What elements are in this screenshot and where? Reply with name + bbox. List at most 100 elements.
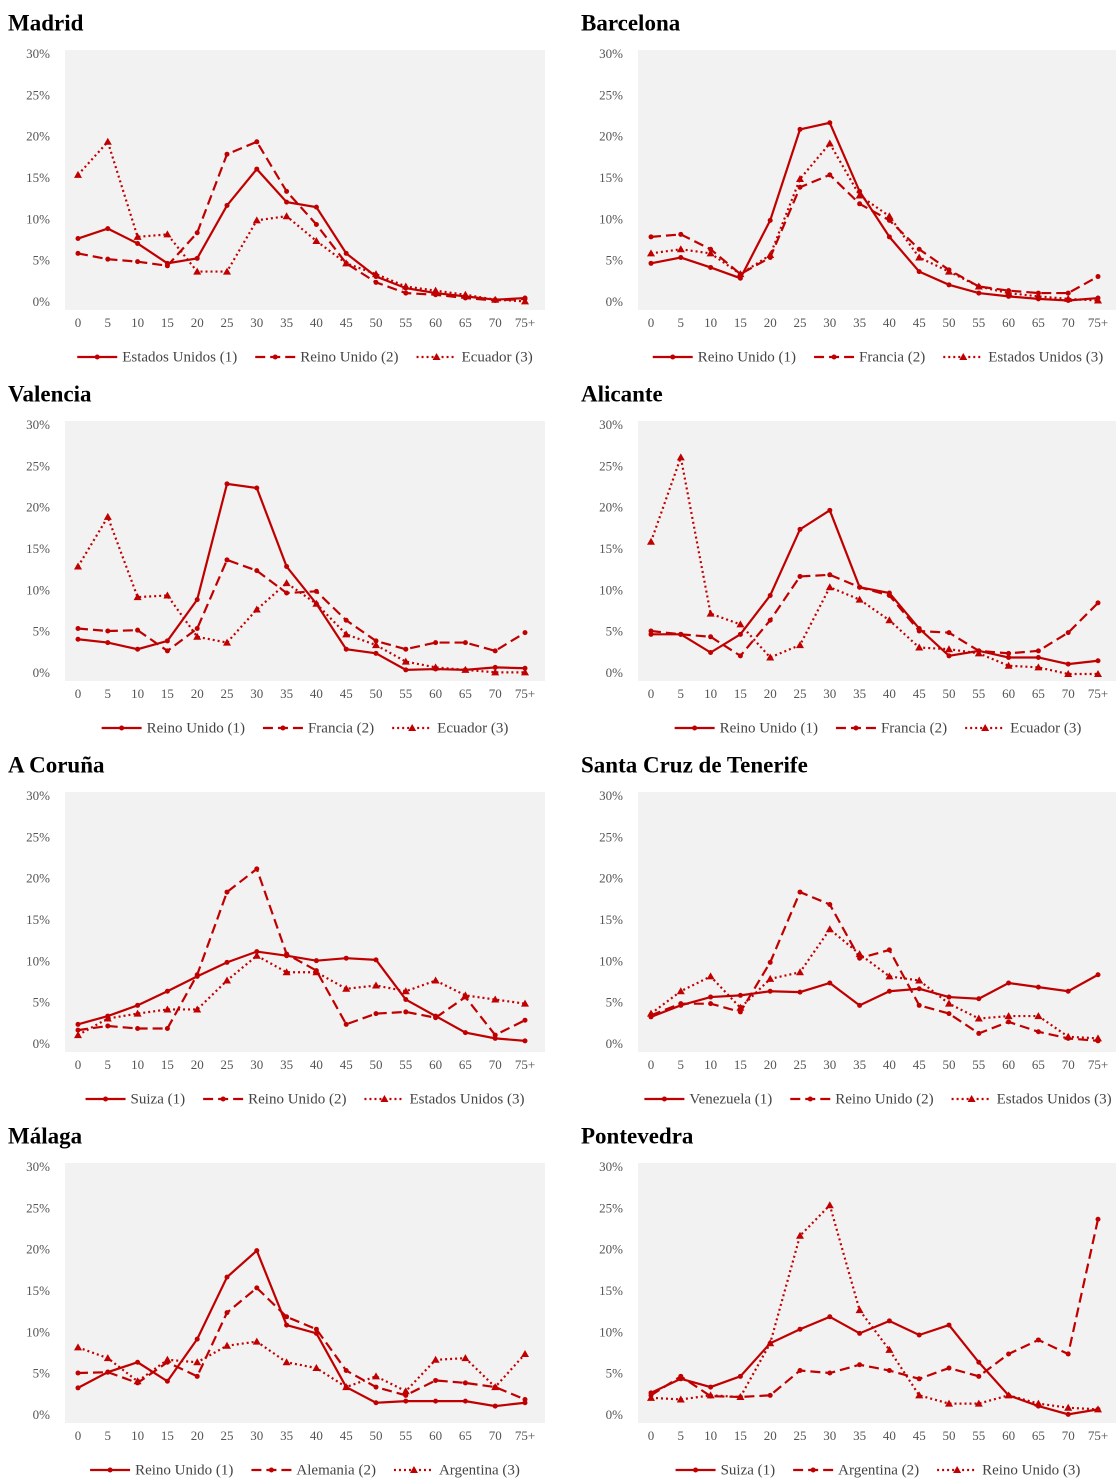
point bbox=[827, 507, 833, 513]
y-tick-label: 10% bbox=[599, 953, 623, 968]
y-tick-label: 25% bbox=[26, 1200, 50, 1215]
point bbox=[855, 950, 864, 958]
x-tick-label: 50 bbox=[370, 686, 383, 701]
point bbox=[767, 1392, 773, 1398]
point bbox=[767, 217, 773, 223]
point bbox=[431, 1355, 440, 1363]
point bbox=[224, 1274, 230, 1280]
point bbox=[648, 260, 654, 266]
point bbox=[254, 166, 260, 172]
point bbox=[648, 234, 654, 240]
point bbox=[163, 591, 172, 599]
point bbox=[737, 992, 743, 998]
x-tick-label: 0 bbox=[648, 1428, 655, 1443]
plot-area bbox=[65, 792, 545, 1052]
point bbox=[163, 1355, 172, 1363]
point bbox=[1006, 650, 1012, 656]
point bbox=[133, 593, 142, 601]
point bbox=[825, 139, 834, 147]
x-tick-label: 20 bbox=[764, 1428, 777, 1443]
chart-title: Pontevedra bbox=[581, 1123, 694, 1148]
point bbox=[373, 650, 379, 656]
legend-marker bbox=[408, 724, 417, 731]
point bbox=[827, 1370, 833, 1376]
point bbox=[974, 282, 983, 290]
point bbox=[103, 1354, 112, 1362]
point bbox=[678, 1373, 684, 1379]
legend-label: Estados Unidos (3) bbox=[997, 1091, 1112, 1107]
point bbox=[796, 1231, 804, 1239]
point bbox=[461, 1354, 470, 1362]
y-tick-label: 10% bbox=[599, 1324, 623, 1339]
legend: Reino Unido (1) Francia (2) Estados Unidos… bbox=[652, 349, 1103, 365]
point bbox=[74, 170, 82, 178]
chart-panel: Santa Cruz de Tenerife 0% 5% 10% 15% 20% 25% 30… bbox=[581, 752, 1116, 1107]
x-tick-label: 60 bbox=[429, 1428, 442, 1443]
x-tick-label: 55 bbox=[972, 1057, 985, 1072]
point bbox=[313, 204, 319, 210]
point bbox=[105, 226, 111, 232]
x-tick-label: 40 bbox=[883, 315, 896, 330]
y-tick-label: 15% bbox=[599, 541, 623, 556]
chart-title: Santa Cruz de Tenerife bbox=[581, 752, 808, 777]
point bbox=[886, 1368, 892, 1374]
point bbox=[678, 631, 684, 637]
x-tick-label: 30 bbox=[250, 1428, 263, 1443]
x-tick-label: 75+ bbox=[515, 1057, 535, 1072]
point bbox=[492, 664, 498, 670]
point bbox=[915, 253, 924, 261]
series-line bbox=[77, 954, 526, 1037]
y-tick-label: 10% bbox=[26, 582, 50, 597]
x-tick-label: 45 bbox=[913, 1057, 926, 1072]
point bbox=[1004, 289, 1013, 297]
point bbox=[282, 212, 291, 220]
x-tick-label: 15 bbox=[734, 1057, 747, 1072]
y-tick-label: 20% bbox=[26, 871, 50, 886]
legend-label: Reino Unido (2) bbox=[835, 1091, 933, 1107]
x-tick-label: 10 bbox=[131, 315, 144, 330]
point bbox=[194, 1336, 200, 1342]
y-tick-label: 30% bbox=[599, 788, 623, 803]
series-line bbox=[77, 1286, 526, 1401]
point bbox=[224, 202, 230, 208]
x-tick-label: 40 bbox=[883, 1057, 896, 1072]
plot-area bbox=[638, 421, 1116, 681]
legend-label: Reino Unido (1) bbox=[147, 720, 245, 736]
legend-item: Suiza (1) bbox=[85, 1091, 185, 1107]
point bbox=[433, 640, 439, 646]
x-tick-label: 15 bbox=[734, 1428, 747, 1443]
point bbox=[342, 630, 351, 638]
x-tick-label: 20 bbox=[191, 686, 204, 701]
y-tick-label: 20% bbox=[599, 871, 623, 886]
point bbox=[1065, 1411, 1071, 1417]
x-tick-label: 35 bbox=[853, 315, 866, 330]
point bbox=[224, 959, 230, 965]
point bbox=[766, 974, 775, 982]
y-tick-label: 20% bbox=[26, 500, 50, 515]
point bbox=[194, 972, 200, 978]
x-tick-label: 40 bbox=[310, 1428, 323, 1443]
point bbox=[431, 286, 440, 294]
y-tick-label: 5% bbox=[606, 1366, 624, 1381]
y-tick-label: 20% bbox=[599, 129, 623, 144]
point bbox=[522, 630, 528, 636]
legend-marker bbox=[220, 1096, 226, 1102]
series-line bbox=[650, 1315, 1099, 1416]
y-tick-label: 30% bbox=[26, 788, 50, 803]
y-tick-label: 25% bbox=[26, 829, 50, 844]
series-line bbox=[651, 508, 1099, 666]
point bbox=[105, 1369, 111, 1375]
point bbox=[254, 866, 260, 872]
y-tick-label: 0% bbox=[606, 665, 624, 680]
point bbox=[1034, 1012, 1043, 1020]
point bbox=[708, 246, 714, 252]
point bbox=[708, 1384, 714, 1390]
point bbox=[342, 984, 351, 992]
y-tick-label: 0% bbox=[33, 294, 51, 309]
y-tick-label: 30% bbox=[26, 417, 50, 432]
legend-item: Alemania (2) bbox=[251, 1462, 376, 1478]
point bbox=[135, 1002, 141, 1008]
chart-panel: Valencia 0% 5% 10% 15% 20% 25% 30% 0 5 10 15 20 25 30 3… bbox=[8, 381, 545, 736]
legend-marker bbox=[107, 1467, 113, 1473]
point bbox=[403, 667, 409, 673]
